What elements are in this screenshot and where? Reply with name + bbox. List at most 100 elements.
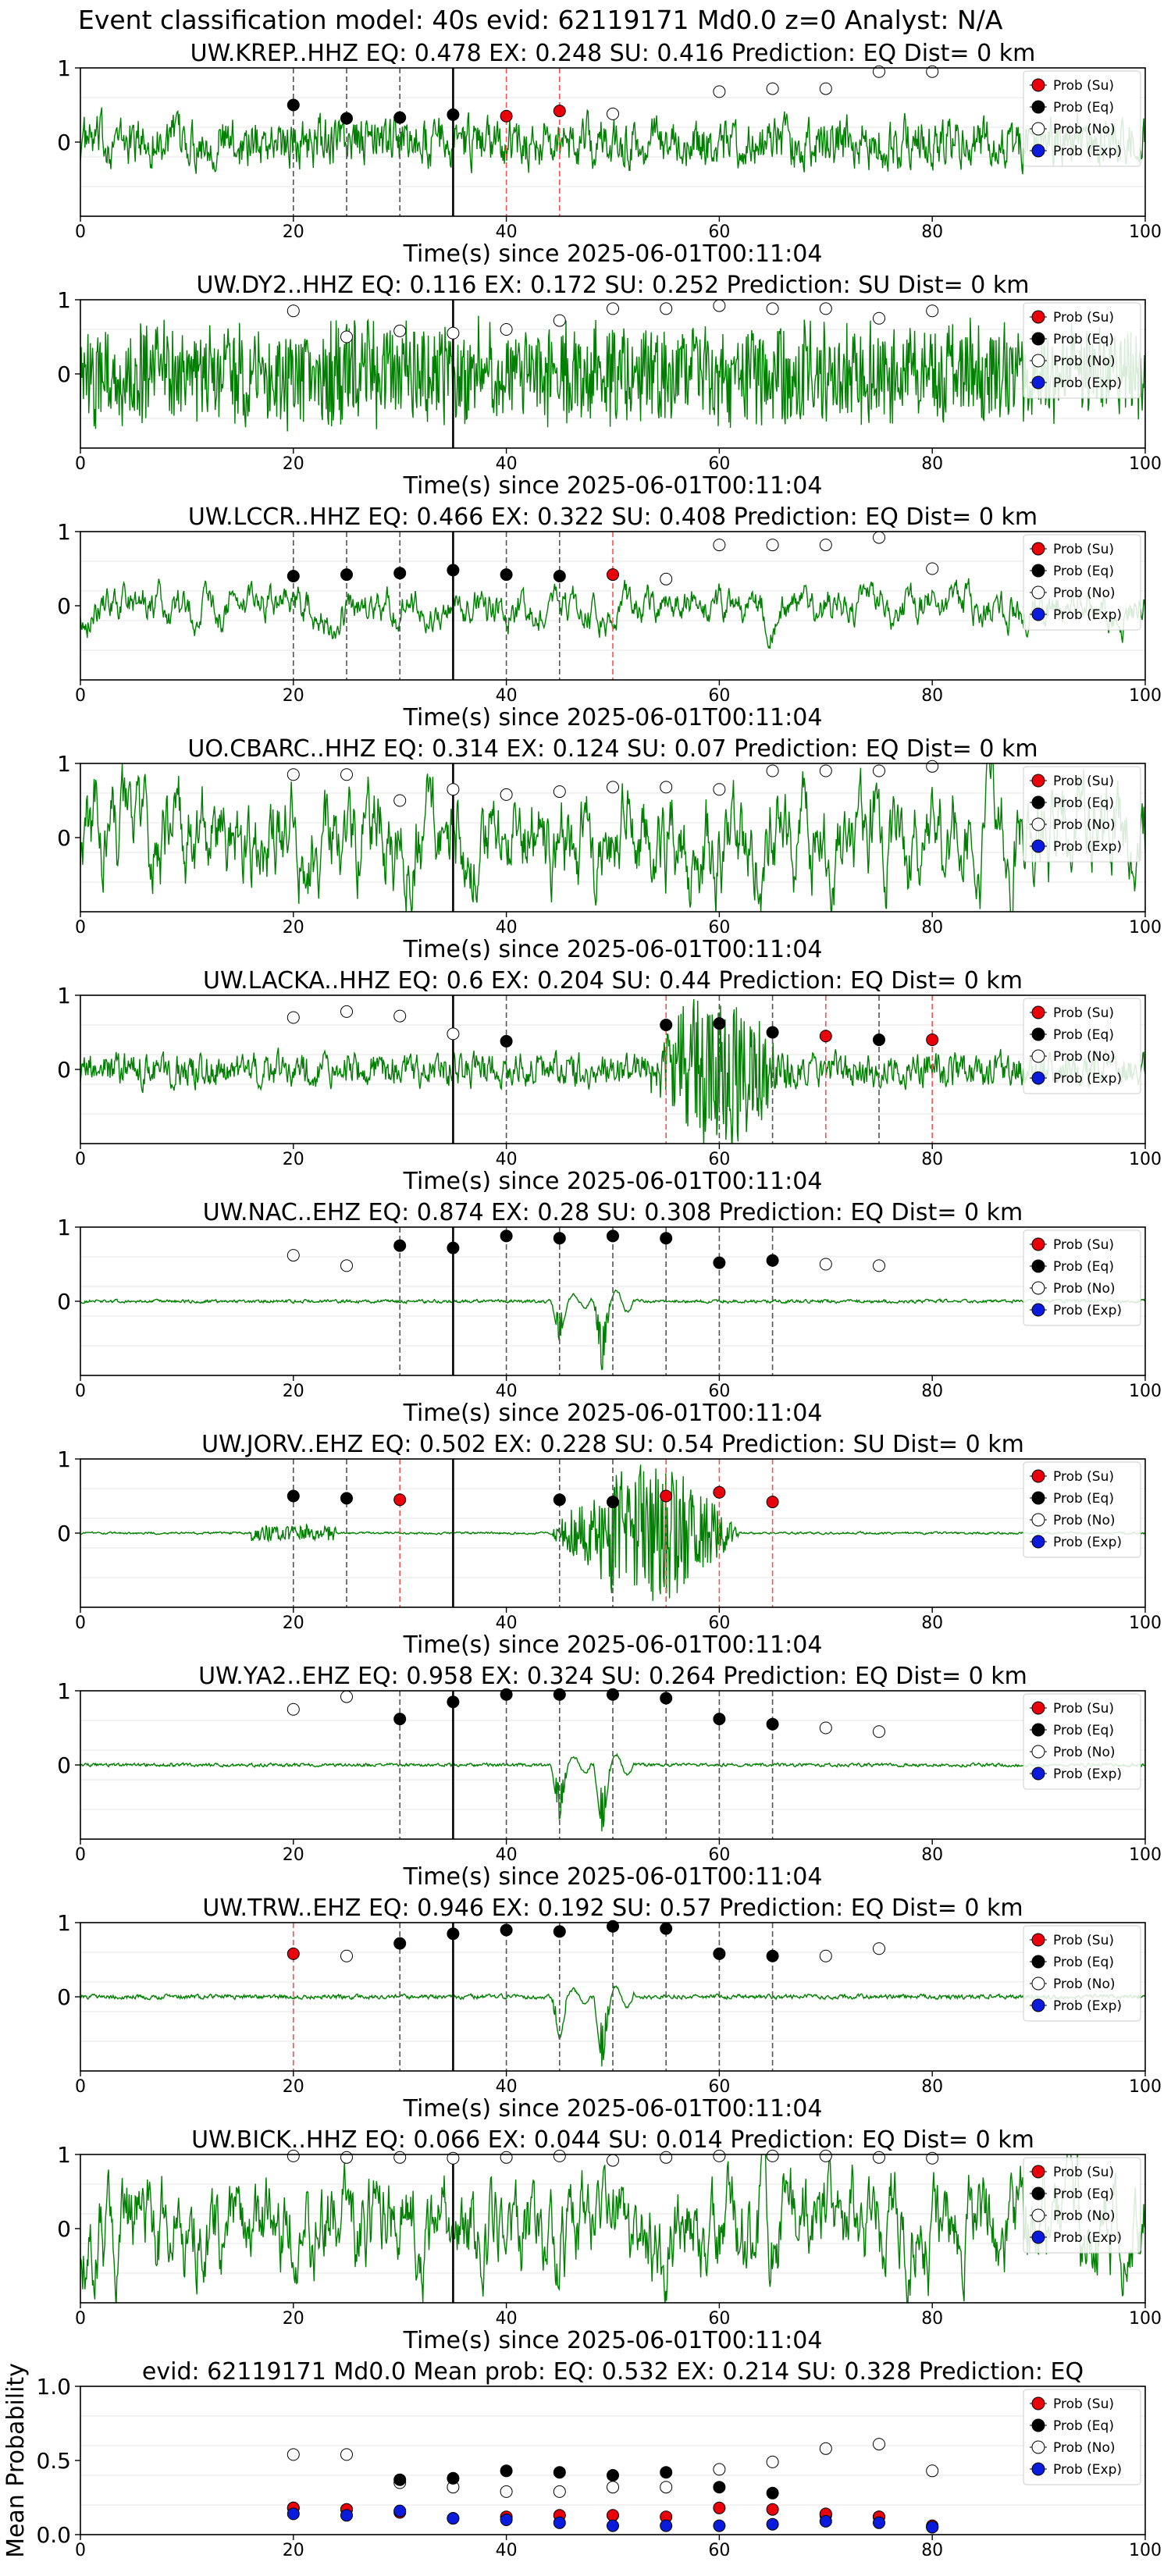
xtick-label: 80 xyxy=(921,1150,943,1169)
prob-marker-no xyxy=(819,1721,832,1735)
legend-marker-exp xyxy=(1031,144,1045,158)
prob-marker-eq xyxy=(660,1922,673,1935)
prob-marker-eq xyxy=(660,1019,673,1031)
ytick-label: 1 xyxy=(57,1446,71,1472)
prob-marker-no xyxy=(340,330,353,343)
panel-title-9: UW.BICK..HHZ EQ: 0.066 EX: 0.044 SU: 0.0… xyxy=(191,2126,1034,2154)
waveform-trace-4 xyxy=(80,998,1145,1144)
prob-marker-eq xyxy=(393,1239,407,1252)
xtick-label: 40 xyxy=(496,2077,518,2097)
ytick-label: 1 xyxy=(57,2142,71,2168)
legend-label-su: Prob (Su) xyxy=(1053,1933,1114,1948)
legend-marker-su xyxy=(1031,78,1045,92)
xtick-label: 20 xyxy=(283,2541,304,2560)
prob-marker-no xyxy=(873,1259,885,1272)
legend-7: Prob (Su) Prob (Eq) Prob (No) Prob (Exp) xyxy=(1023,1693,1141,1790)
ytick-label: 0 xyxy=(57,130,71,155)
xtick-label: 80 xyxy=(921,2541,943,2560)
ytick-label: 1 xyxy=(57,1910,71,1936)
xlabel-8: Time(s) since 2025-06-01T00:11:04 xyxy=(403,2095,823,2122)
prob-marker-eq xyxy=(500,1923,513,1937)
legend-marker-no xyxy=(1031,1513,1045,1527)
mean-marker-exp xyxy=(447,2512,460,2525)
legend-label-su: Prob (Su) xyxy=(1053,1469,1114,1485)
legend-label-eq: Prob (Eq) xyxy=(1053,1955,1114,1970)
prob-marker-no xyxy=(287,1703,300,1716)
ytick-label: 0.0 xyxy=(36,2522,71,2548)
panel-title-7: UW.YA2..EHZ EQ: 0.958 EX: 0.324 SU: 0.26… xyxy=(198,1663,1027,1690)
panel-title-8: UW.TRW..EHZ EQ: 0.946 EX: 0.192 SU: 0.57… xyxy=(202,1895,1023,1922)
mean-marker-no xyxy=(926,2464,939,2478)
prob-marker-no xyxy=(393,1009,407,1023)
legend-label-eq: Prob (Eq) xyxy=(1053,1723,1114,1738)
prob-marker-eq xyxy=(713,1947,726,1960)
legend-label-no: Prob (No) xyxy=(1053,122,1116,137)
prob-marker-eq xyxy=(607,1229,619,1243)
legend-marker-eq xyxy=(1031,2418,1045,2432)
prob-marker-eq xyxy=(553,570,566,582)
prob-marker-no xyxy=(713,2149,726,2162)
legend-marker-eq xyxy=(1031,795,1045,809)
ytick-label: 0 xyxy=(57,1521,71,1546)
xtick-label: 60 xyxy=(708,2077,730,2097)
prob-marker-eq xyxy=(447,108,460,121)
legend-label-eq: Prob (Eq) xyxy=(1053,795,1114,811)
ytick-label: 0 xyxy=(57,825,71,851)
legend-marker-su xyxy=(1031,1701,1045,1715)
legend-marker-eq xyxy=(1031,2186,1045,2201)
legend-label-exp: Prob (Exp) xyxy=(1053,839,1122,855)
prob-marker-no xyxy=(287,2149,300,2162)
legend-label-eq: Prob (Eq) xyxy=(1053,1027,1114,1043)
mean-marker-no xyxy=(713,2463,726,2476)
prob-marker-no xyxy=(447,2151,460,2165)
legend-marker-eq xyxy=(1031,1259,1045,1273)
mean-marker-exp xyxy=(553,2516,566,2529)
prob-marker-no xyxy=(819,1949,832,1962)
xtick-label: 100 xyxy=(1129,2541,1162,2560)
mean-marker-no xyxy=(500,2485,513,2498)
mean-marker-exp xyxy=(766,2517,779,2531)
prob-marker-eq xyxy=(393,1937,407,1950)
legend-marker-no xyxy=(1031,2208,1045,2222)
mean-marker-exp xyxy=(340,2509,353,2522)
waveform-trace-8 xyxy=(80,1985,1145,2067)
legend-label-no: Prob (No) xyxy=(1053,2208,1116,2224)
legend-label-su: Prob (Su) xyxy=(1053,78,1114,94)
prob-marker-no xyxy=(393,324,407,337)
mean-marker-exp xyxy=(500,2514,513,2526)
prob-marker-no xyxy=(447,1027,460,1041)
xtick-label: 40 xyxy=(496,454,518,474)
prob-marker-no xyxy=(713,539,726,552)
xtick-label: 100 xyxy=(1129,2309,1162,2329)
legend-marker-su xyxy=(1031,310,1045,324)
prob-marker-eq xyxy=(500,1229,513,1243)
mean-marker-no xyxy=(873,2438,885,2451)
prob-marker-no xyxy=(819,764,832,777)
legend-marker-su xyxy=(1031,1933,1045,1947)
xtick-label: 100 xyxy=(1129,454,1162,474)
prob-marker-no xyxy=(500,2151,513,2164)
legend-label-eq: Prob (Eq) xyxy=(1053,100,1114,116)
xlabel-4: Time(s) since 2025-06-01T00:11:04 xyxy=(403,1168,823,1195)
legend-marker-exp xyxy=(1031,375,1045,390)
prob-marker-su xyxy=(926,1034,939,1046)
prob-marker-no xyxy=(713,783,726,796)
prob-marker-su xyxy=(766,1496,779,1509)
prob-marker-eq xyxy=(607,1920,619,1933)
panel-title-10: evid: 62119171 Md0.0 Mean prob: EQ: 0.53… xyxy=(142,2358,1084,2386)
xtick-label: 0 xyxy=(75,222,86,242)
legend-6: Prob (Su) Prob (Eq) Prob (No) Prob (Exp) xyxy=(1023,1461,1141,1558)
legend-label-eq: Prob (Eq) xyxy=(1053,1259,1114,1275)
prob-marker-eq xyxy=(500,1688,513,1701)
xtick-label: 80 xyxy=(921,1614,943,1633)
axes-frame xyxy=(80,67,1146,217)
prob-marker-no xyxy=(926,65,939,78)
xtick-label: 20 xyxy=(283,1150,304,1169)
xtick-label: 60 xyxy=(708,454,730,474)
legend-marker-su xyxy=(1031,1005,1045,1019)
prob-marker-no xyxy=(926,760,939,773)
mean-marker-exp xyxy=(713,2519,726,2532)
mean-marker-exp xyxy=(926,2521,939,2534)
prob-marker-no xyxy=(500,323,513,336)
